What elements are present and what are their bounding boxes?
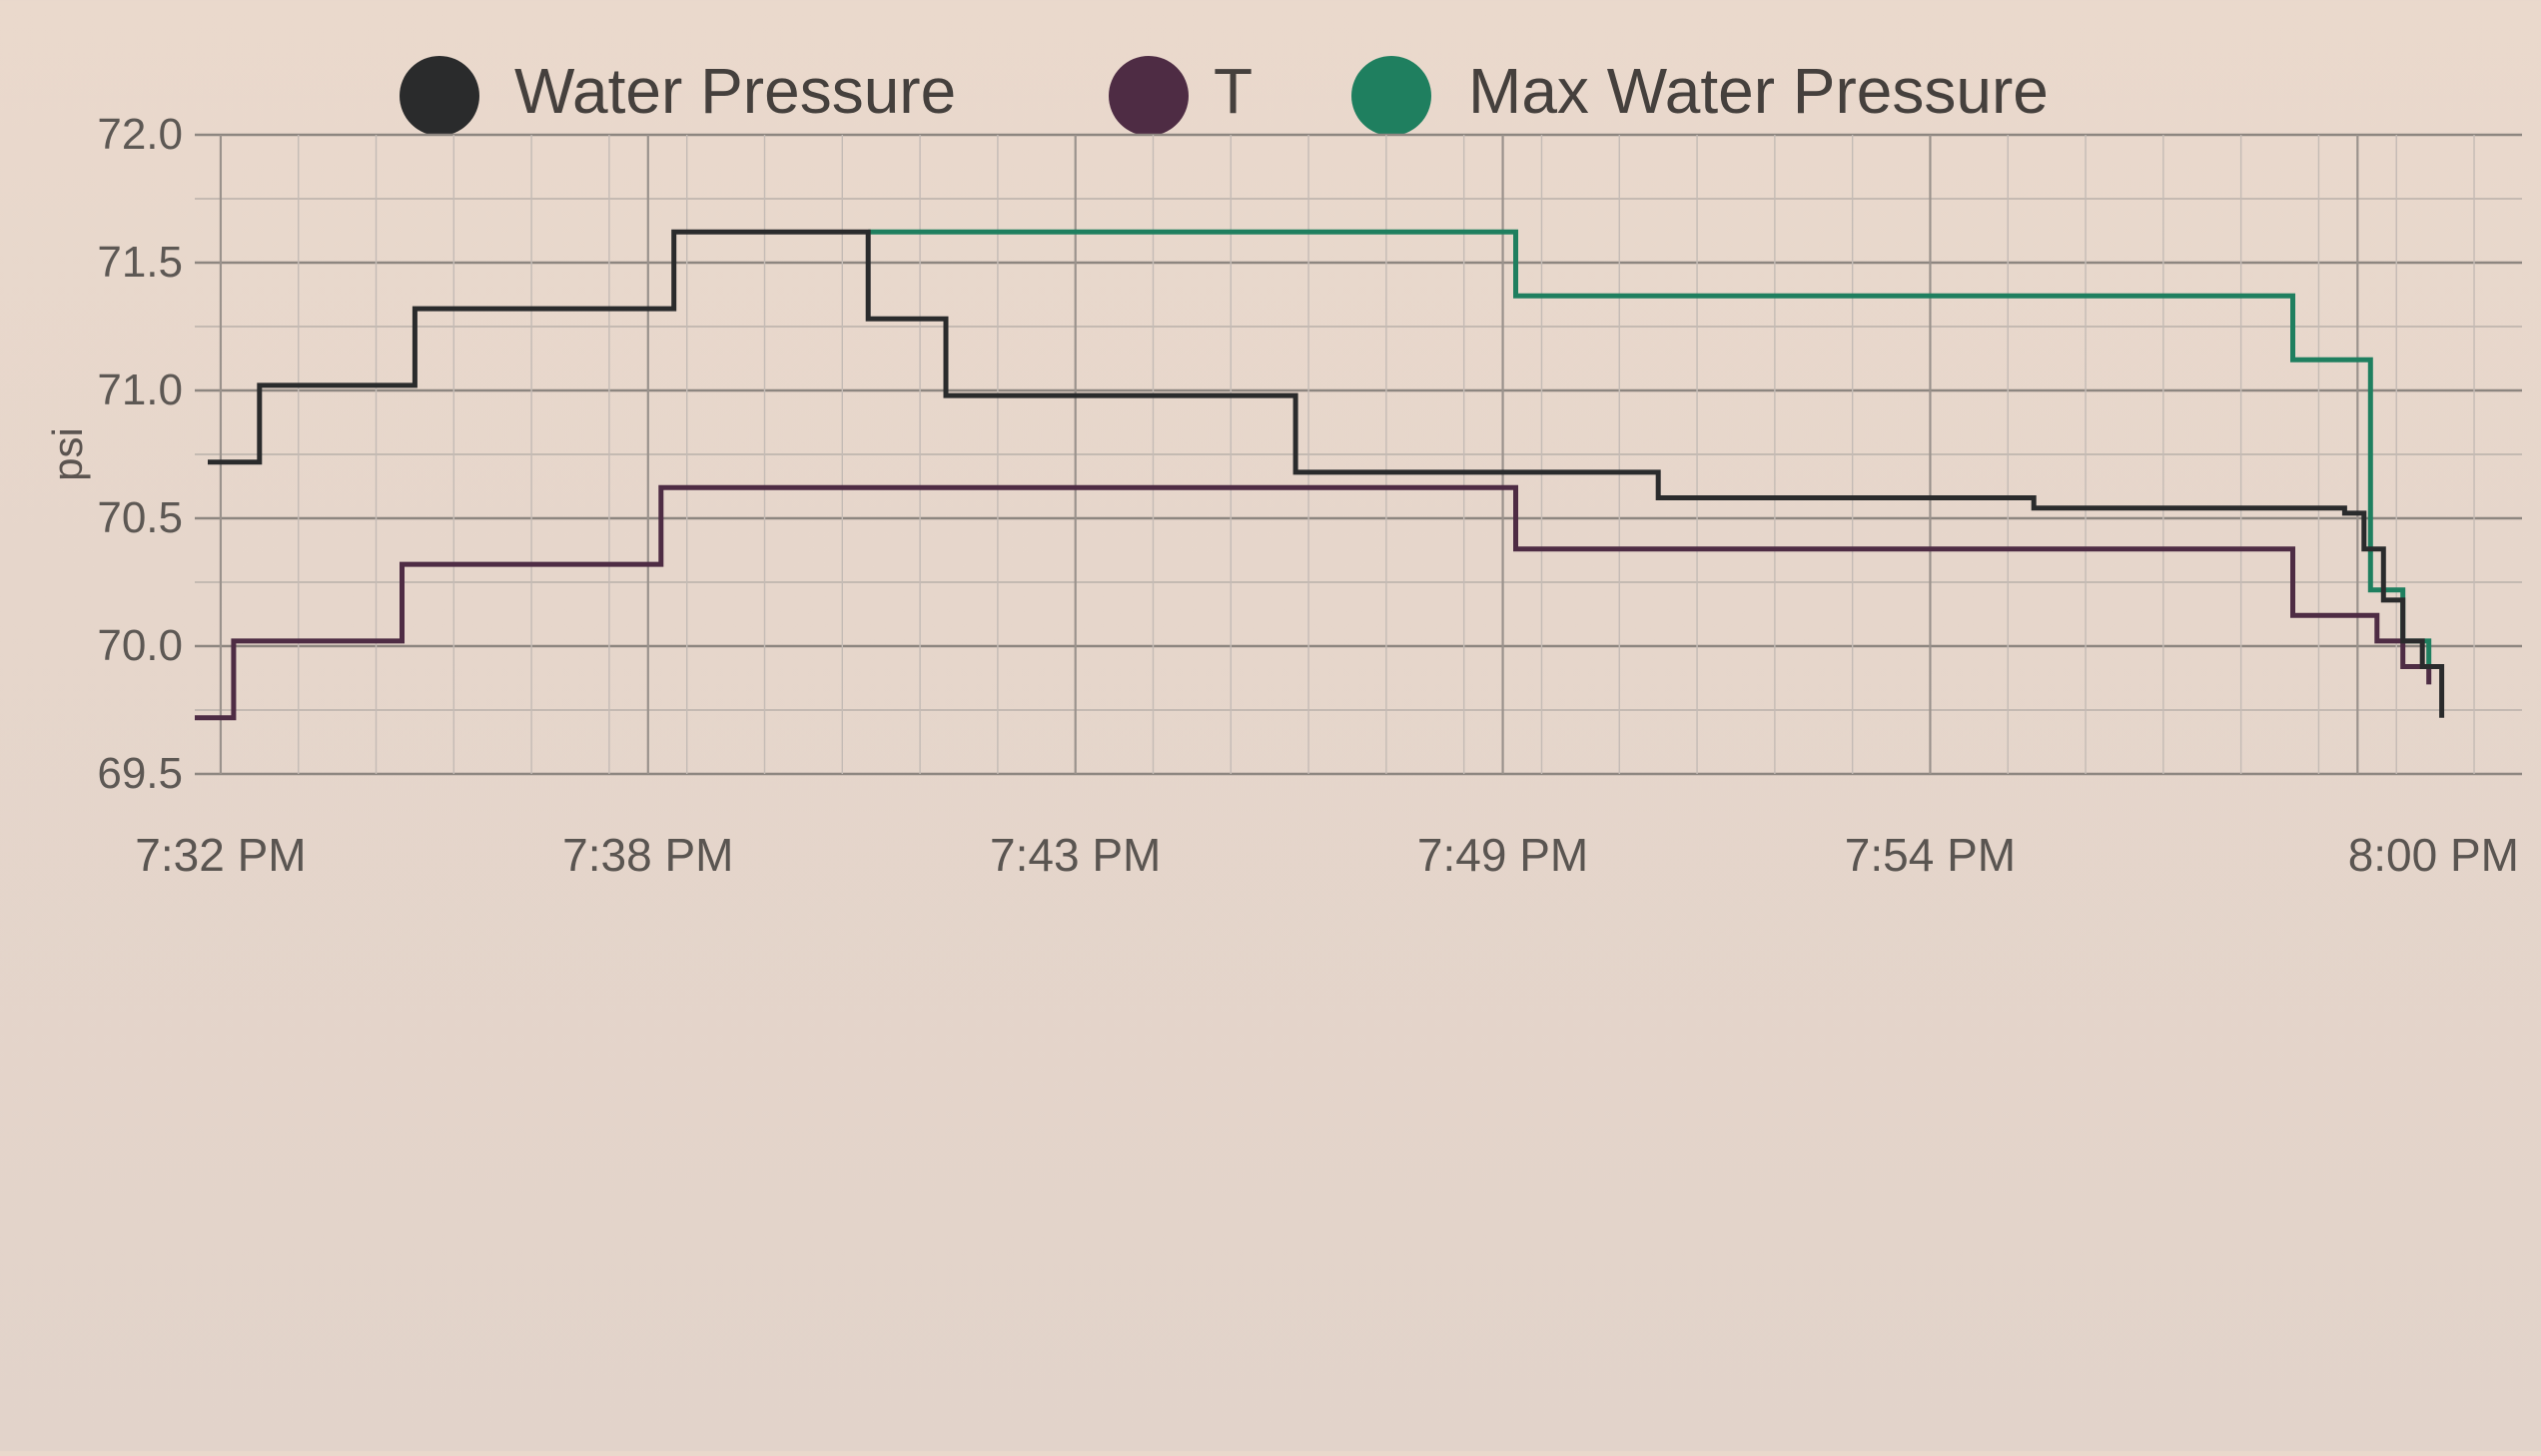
y-tick-label: 70.5 bbox=[97, 493, 183, 542]
series-line-t bbox=[195, 487, 2429, 717]
series-line-water-pressure bbox=[208, 232, 2442, 717]
x-tick-label: 7:54 PM bbox=[1845, 829, 2016, 881]
y-tick-label: 71.0 bbox=[97, 365, 183, 414]
x-tick-label: 7:49 PM bbox=[1417, 829, 1588, 881]
legend-item-max-water-pressure[interactable]: Max Water Pressure bbox=[1351, 55, 2049, 136]
y-tick-label: 72.0 bbox=[97, 110, 183, 159]
legend[interactable]: Water Pressure T Max Water Pressure bbox=[400, 55, 2049, 136]
legend-swatch bbox=[1109, 56, 1189, 136]
y-axis-label: psi bbox=[44, 427, 91, 481]
y-tick-label: 70.0 bbox=[97, 621, 183, 670]
x-tick-label: 7:43 PM bbox=[990, 829, 1161, 881]
y-tick-label: 69.5 bbox=[97, 749, 183, 798]
legend-item-water-pressure[interactable]: Water Pressure bbox=[400, 55, 956, 136]
x-tick-label: 8:00 PM bbox=[2348, 829, 2519, 881]
legend-label: Water Pressure bbox=[514, 55, 956, 127]
y-axis-ticks: 69.5 70.0 70.5 71.0 71.5 72.0 bbox=[97, 110, 183, 798]
legend-swatch bbox=[1351, 56, 1431, 136]
x-tick-label: 7:32 PM bbox=[135, 829, 306, 881]
x-tick-label: 7:38 PM bbox=[562, 829, 733, 881]
x-axis-ticks: 7:32 PM 7:38 PM 7:43 PM 7:49 PM 7:54 PM 8:00 … bbox=[135, 829, 2519, 881]
series-line-max-water-pressure bbox=[868, 232, 2429, 666]
legend-label: T bbox=[1214, 55, 1253, 127]
legend-item-t[interactable]: T bbox=[1109, 55, 1253, 136]
y-tick-label: 71.5 bbox=[97, 238, 183, 287]
legend-swatch bbox=[400, 56, 479, 136]
legend-label: Max Water Pressure bbox=[1468, 55, 2049, 127]
